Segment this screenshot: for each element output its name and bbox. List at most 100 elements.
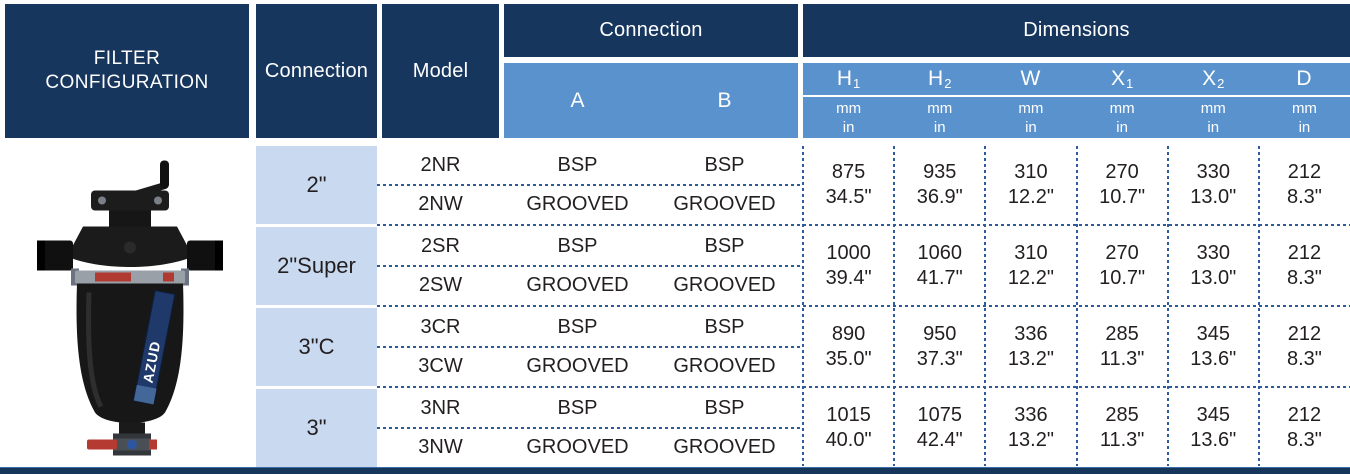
valve-band-top xyxy=(113,433,151,439)
dim-h2-cell: 935 36.9" xyxy=(916,161,963,208)
subheader-divider xyxy=(803,95,1350,97)
dim-w-cell: 310 12.2" xyxy=(1007,161,1054,208)
clamp-band-red-mark xyxy=(163,272,174,282)
dim-h2-cell: 1075 42.4" xyxy=(916,404,963,451)
crank-knob xyxy=(160,160,169,189)
row-group-3in-c: 3"C 3CR BSP BSP 3CW GROOVED GROOVED 890 3… xyxy=(0,308,1350,386)
connection-a-cell: GROOVED xyxy=(526,436,629,458)
model-cell: 3CW xyxy=(418,355,463,377)
dimension-values-row: 890 35.0" 950 37.3" 336 13.2" 285 11.3" 345 1… xyxy=(803,308,1350,386)
connection-a-cell: BSP xyxy=(557,397,598,419)
dim-column-separator xyxy=(1167,146,1169,466)
units-h1: mm in xyxy=(836,99,862,136)
connection-a-cell: BSP xyxy=(557,154,598,176)
row-divider xyxy=(377,346,800,348)
dim-h1-cell: 890 35.0" xyxy=(825,323,872,370)
group-divider xyxy=(377,386,1350,388)
units-w: mm in xyxy=(1018,99,1044,136)
column-a-header: A xyxy=(570,88,585,112)
connection-b-cell: BSP xyxy=(704,397,745,419)
connection-size-cell: 3"C xyxy=(256,308,377,386)
row-divider xyxy=(377,427,800,429)
valve-handle xyxy=(87,439,117,450)
connection-b-cell: GROOVED xyxy=(673,355,776,377)
connection-a-cell: BSP xyxy=(557,235,598,257)
inlet-port xyxy=(37,240,73,271)
connection-a-cell: GROOVED xyxy=(526,274,629,296)
col-d-header: D xyxy=(1296,67,1312,90)
model-cell: 2SW xyxy=(418,274,463,296)
dimension-values-row: 875 34.5" 935 36.9" 310 12.2" 270 10.7" 330 1… xyxy=(803,146,1350,224)
dim-x1-cell: 285 11.3" xyxy=(1099,404,1145,451)
model-cell: 3CR xyxy=(420,316,461,338)
drain-neck xyxy=(119,422,145,435)
connection-b-cell: BSP xyxy=(704,316,745,338)
model-cell: 2NR xyxy=(420,154,461,176)
dim-x1-cell: 270 10.7" xyxy=(1099,161,1146,208)
model-column-header: Model xyxy=(382,4,499,138)
head-neck xyxy=(109,210,151,227)
dim-d-cell: 212 8.3" xyxy=(1286,161,1322,208)
valve-cap xyxy=(149,439,157,450)
dimensions-group-header: Dimensions xyxy=(803,4,1350,57)
units-x2: mm in xyxy=(1200,99,1226,136)
model-cell: 2NW xyxy=(418,193,463,215)
dim-h1-cell: 1000 39.4" xyxy=(825,242,872,289)
connection-b-cell: BSP xyxy=(704,235,745,257)
dim-x1-cell: 270 10.7" xyxy=(1099,242,1146,289)
connection-b-cell: BSP xyxy=(704,154,745,176)
dim-w-cell: 336 13.2" xyxy=(1007,323,1054,370)
row-group-2in: 2" 2NR BSP BSP 2NW GROOVED GROOVED 875 34… xyxy=(0,146,1350,224)
connection-b-cell: GROOVED xyxy=(673,193,776,215)
inlet-port-cap xyxy=(37,240,45,271)
dimension-units-row: mm in mm in mm in mm in mm in mm in xyxy=(803,97,1350,138)
connection-ab-group-header: Connection xyxy=(504,4,798,57)
row-group-2in-super: 2"Super 2SR BSP BSP 2SW GROOVED GROOVED … xyxy=(0,227,1350,305)
dimension-values-row: 1015 40.0" 1075 42.4" 336 13.2" 285 11.3" 34… xyxy=(803,389,1350,467)
table-bottom-rule xyxy=(0,467,1350,474)
filter-configuration-line2: CONFIGURATION xyxy=(45,72,209,93)
outlet-port-cap xyxy=(215,240,223,271)
connection-size-cell: 3" xyxy=(256,389,377,467)
filter-configuration-line1: FILTER xyxy=(93,48,161,69)
filter-configuration-header: FILTER CONFIGURATION xyxy=(5,4,249,138)
connection-b-cell: GROOVED xyxy=(673,274,776,296)
row-divider xyxy=(377,184,800,186)
connection-size-cell: 2" xyxy=(256,146,377,224)
units-h2: mm in xyxy=(927,99,953,136)
dim-d-cell: 212 8.3" xyxy=(1286,323,1322,370)
units-d: mm in xyxy=(1291,99,1317,136)
model-cell: 3NR xyxy=(420,397,461,419)
col-w-header: W xyxy=(1020,67,1041,90)
dim-x2-cell: 330 13.0" xyxy=(1190,242,1237,289)
row-divider xyxy=(377,265,800,267)
filter-product-photo: AZUD xyxy=(37,160,223,456)
column-b-header: B xyxy=(717,88,732,112)
body-highlight xyxy=(86,292,104,408)
head-flange xyxy=(91,190,169,211)
dim-column-separator xyxy=(802,146,804,466)
valve-bolt xyxy=(127,439,137,450)
dim-column-separator xyxy=(1258,146,1260,466)
flange-bolt-left xyxy=(98,196,106,205)
shoulder-bolt xyxy=(124,241,136,254)
group-divider xyxy=(377,224,1350,226)
valve-band-bottom xyxy=(113,450,151,456)
dim-h1-cell: 1015 40.0" xyxy=(825,404,872,451)
brand-stripe: AZUD xyxy=(133,290,176,405)
flange-bolt-right xyxy=(154,196,162,205)
dim-x2-cell: 345 13.6" xyxy=(1190,404,1237,451)
dim-h2-cell: 1060 41.7" xyxy=(916,242,963,289)
connection-column-header: Connection xyxy=(256,4,377,138)
connection-ab-subheader: A B xyxy=(504,63,798,138)
model-cell: 3NW xyxy=(418,436,463,458)
dim-x2-cell: 345 13.6" xyxy=(1190,323,1237,370)
connection-a-cell: BSP xyxy=(557,316,598,338)
clamp-band-red-label xyxy=(95,272,131,282)
